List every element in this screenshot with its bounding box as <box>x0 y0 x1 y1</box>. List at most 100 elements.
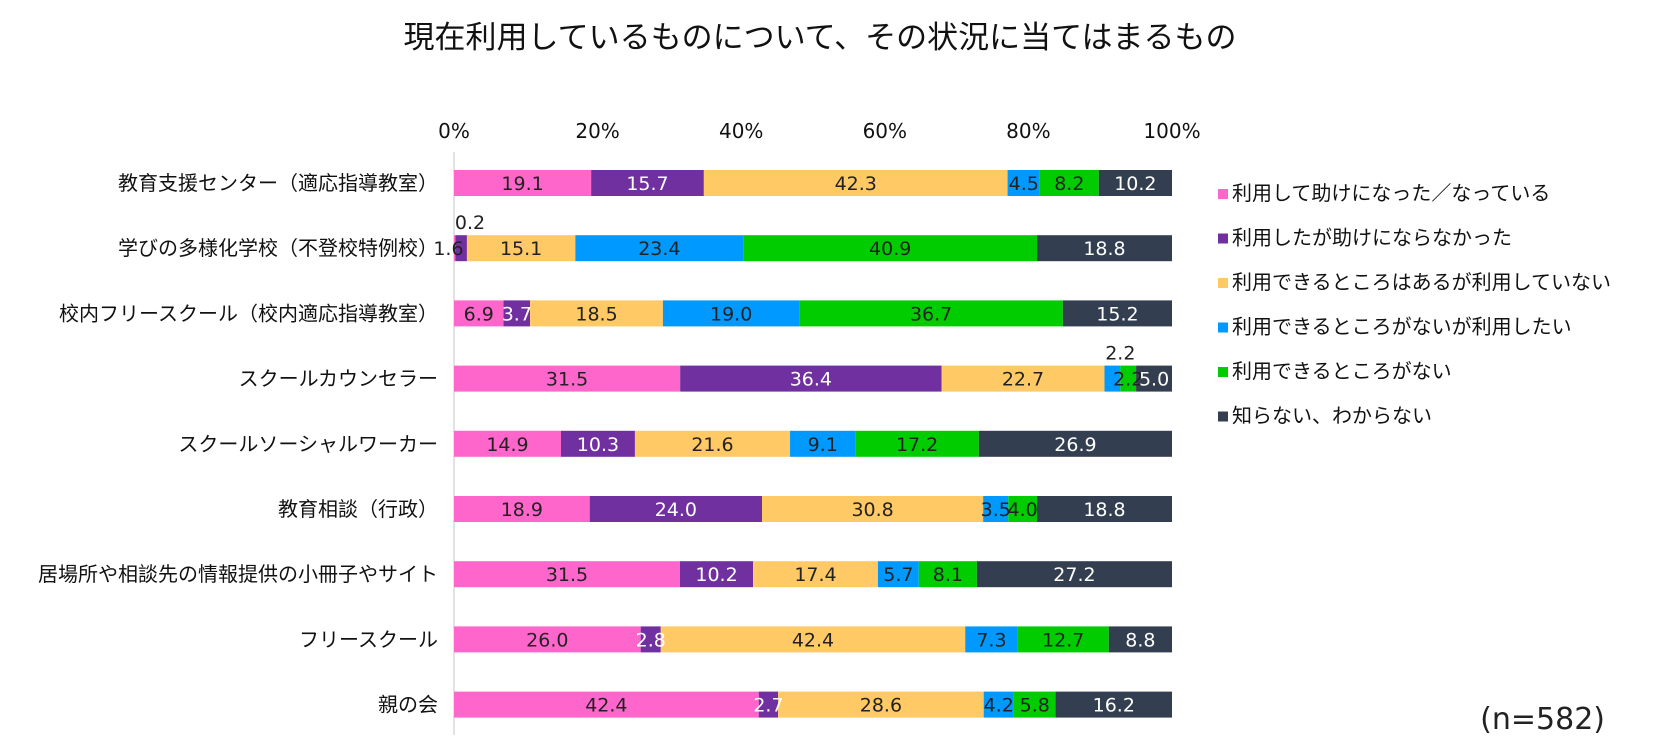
legend-label: 知らない、わからない <box>1232 404 1432 428</box>
data-label: 42.4 <box>585 695 627 717</box>
bar-segment <box>753 561 878 588</box>
data-label: 7.3 <box>976 629 1006 651</box>
bar-segment <box>454 626 641 653</box>
x-tick-label: 0% <box>438 119 470 143</box>
data-label: 18.5 <box>575 303 617 325</box>
data-label: 31.5 <box>546 369 588 391</box>
legend-swatch <box>1218 233 1228 244</box>
legend-swatch <box>1218 322 1228 333</box>
bar-segment <box>679 561 754 588</box>
data-label: 4.2 <box>984 695 1014 717</box>
bar-segment <box>1098 170 1172 196</box>
data-label: 23.4 <box>638 238 680 260</box>
data-label: 4.5 <box>1009 173 1039 195</box>
data-label: 4.0 <box>1008 499 1038 521</box>
bar-segment <box>454 691 759 718</box>
bar-segment <box>762 496 984 522</box>
bar-segment <box>1120 365 1137 392</box>
sample-size-note: (n=582) <box>1480 702 1605 737</box>
legend-label: 利用して助けになった／なっている <box>1232 181 1550 205</box>
bar-segment <box>976 561 1172 588</box>
legend-label: 利用できるところはあるが利用していない <box>1232 270 1611 294</box>
category-label: 教育相談（行政） <box>278 497 438 521</box>
data-label: 19.0 <box>710 303 752 325</box>
data-label: 42.4 <box>792 629 834 651</box>
bar-segment <box>983 496 1009 522</box>
data-label: 36.4 <box>790 369 832 391</box>
data-label: 9.1 <box>808 434 838 456</box>
data-label: 26.0 <box>526 629 568 651</box>
category-label: スクールカウンセラー <box>239 367 438 391</box>
bar-segment <box>662 300 800 327</box>
x-tick-label: 40% <box>719 119 763 143</box>
bar-segment <box>799 300 1063 327</box>
bar-segment <box>454 300 504 327</box>
data-label: 10.2 <box>695 564 737 586</box>
data-label: 2.2 <box>1105 343 1135 365</box>
x-tick-label: 60% <box>863 119 907 143</box>
category-label: スクールソーシャルワーカー <box>178 432 438 456</box>
bar-segment <box>454 235 456 262</box>
x-tick-label: 20% <box>575 119 619 143</box>
bar-segment <box>530 300 663 327</box>
data-label: 22.7 <box>1002 369 1044 391</box>
bar-segment <box>743 235 1038 262</box>
bar-segment <box>454 365 681 392</box>
data-label: 40.9 <box>869 238 911 260</box>
data-label: 3.5 <box>981 499 1011 521</box>
category-label: フリースクール <box>299 627 438 651</box>
bar-segment <box>589 496 763 522</box>
data-label: 42.3 <box>835 173 877 195</box>
data-label: 10.3 <box>577 434 619 456</box>
legend-swatch <box>1218 278 1228 288</box>
bar-segment <box>1108 626 1172 653</box>
data-label: 36.7 <box>910 303 952 325</box>
data-label: 15.1 <box>500 238 542 260</box>
legend-swatch <box>1218 189 1228 199</box>
data-label: 31.5 <box>546 564 588 586</box>
chart-title: 現在利用しているものについて、その状況に当てはまるもの <box>404 20 1237 56</box>
bar-segment <box>1136 365 1172 392</box>
data-label: 24.0 <box>655 499 697 521</box>
category-label: 教育支援センター（適応指導教室） <box>118 171 438 195</box>
data-label: 30.8 <box>851 499 893 521</box>
data-label: 21.6 <box>691 434 733 456</box>
bar-segment <box>918 561 977 588</box>
data-label: 5.7 <box>883 564 913 586</box>
category-label: 親の会 <box>378 693 438 717</box>
bar-segment <box>560 430 635 457</box>
data-label: 5.8 <box>1020 695 1050 717</box>
bar-segment <box>466 235 576 262</box>
bar-segment <box>660 626 966 653</box>
data-label: 1.6 <box>433 238 463 260</box>
bar-segment <box>703 170 1008 196</box>
bar-segment <box>1037 235 1172 262</box>
bar-segment <box>855 430 979 457</box>
bar-segment <box>503 300 531 327</box>
bar-segment <box>983 691 1014 718</box>
x-tick-label: 100% <box>1143 119 1200 143</box>
data-label: 15.7 <box>626 173 668 195</box>
bar-segment <box>1007 170 1040 196</box>
data-label: 18.8 <box>1083 238 1125 260</box>
data-label: 28.6 <box>860 695 902 717</box>
bar-segment <box>965 626 1018 653</box>
bar-segment <box>778 691 984 718</box>
legend-swatch <box>1218 411 1228 422</box>
data-label: 15.2 <box>1096 303 1138 325</box>
bar-segment <box>454 496 590 522</box>
bar-segment <box>758 691 779 718</box>
legend-label: 利用できるところがないが利用したい <box>1232 315 1572 339</box>
legend: 利用して助けになった／なっている利用したが助けにならなかった利用できるところはあ… <box>1218 181 1611 428</box>
legend-label: 利用したが助けにならなかった <box>1232 226 1512 250</box>
data-label: 10.2 <box>1114 173 1156 195</box>
bars <box>454 170 1172 718</box>
data-label: 8.1 <box>933 564 963 586</box>
data-label: 0.2 <box>455 212 485 234</box>
data-label: 16.2 <box>1093 695 1135 717</box>
category-label: 学びの多様化学校（不登校特例校） <box>118 236 438 260</box>
data-label: 6.9 <box>464 303 494 325</box>
data-label: 3.7 <box>502 303 532 325</box>
data-label: 18.8 <box>1083 499 1125 521</box>
